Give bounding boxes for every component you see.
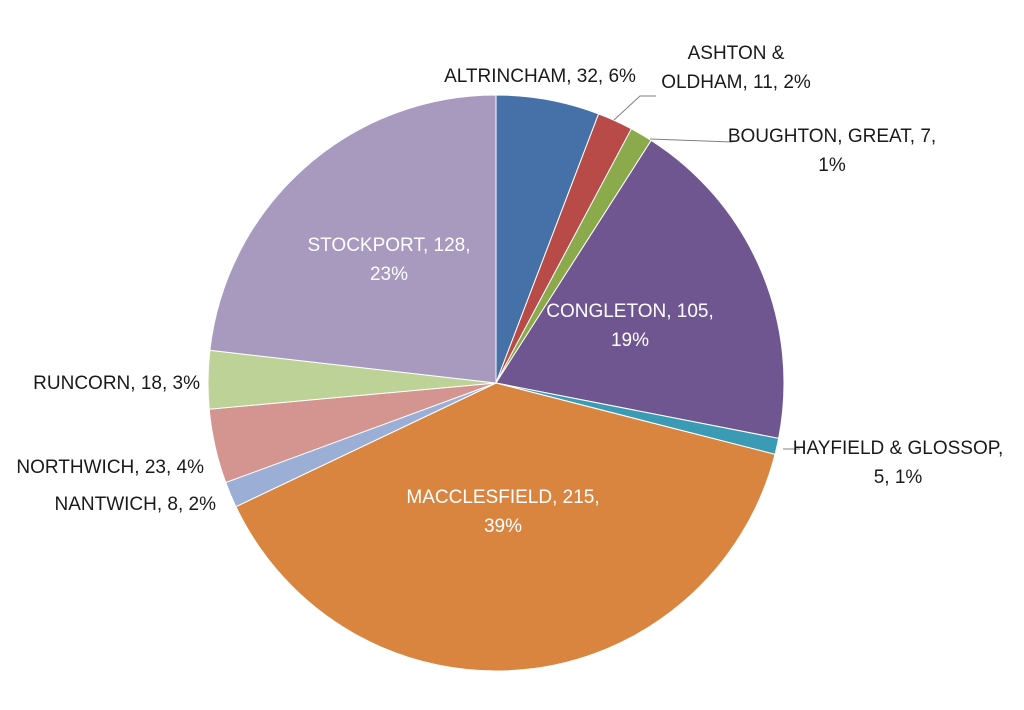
data-label-stockport: STOCKPORT, 128, 23% bbox=[308, 235, 471, 285]
leader-lines bbox=[613, 95, 800, 450]
data-labels: ALTRINCHAM, 32, 6% ASHTON & OLDHAM, 11, 2%… bbox=[16, 43, 1003, 537]
data-label-hayfield-and-glossop: HAYFIELD & GLOSSOP, 5, 1% bbox=[793, 438, 1003, 488]
data-label-altrincham: ALTRINCHAM, 32, 6% bbox=[444, 66, 636, 87]
data-label-northwich: NORTHWICH, 23, 4% bbox=[16, 457, 204, 478]
leader-line-boughton-great bbox=[649, 138, 733, 143]
leader-line-ashton-and-oldham bbox=[613, 95, 656, 121]
slice-stockport bbox=[209, 94, 497, 384]
data-label-congleton: CONGLETON, 105, 19% bbox=[546, 301, 714, 351]
data-label-ashton-and-oldham: ASHTON & OLDHAM, 11, 2% bbox=[661, 43, 811, 93]
data-label-runcorn: RUNCORN, 18, 3% bbox=[33, 373, 200, 394]
pie-slices bbox=[207, 94, 785, 672]
data-label-macclesfield: MACCLESFIELD, 215, 39% bbox=[406, 487, 599, 537]
data-label-boughton-great: BOUGHTON, GREAT, 7, 1% bbox=[728, 126, 936, 176]
slice-congleton bbox=[495, 139, 785, 439]
data-label-nantwich: NANTWICH, 8, 2% bbox=[54, 494, 216, 515]
slice-macclesfield bbox=[235, 382, 776, 672]
